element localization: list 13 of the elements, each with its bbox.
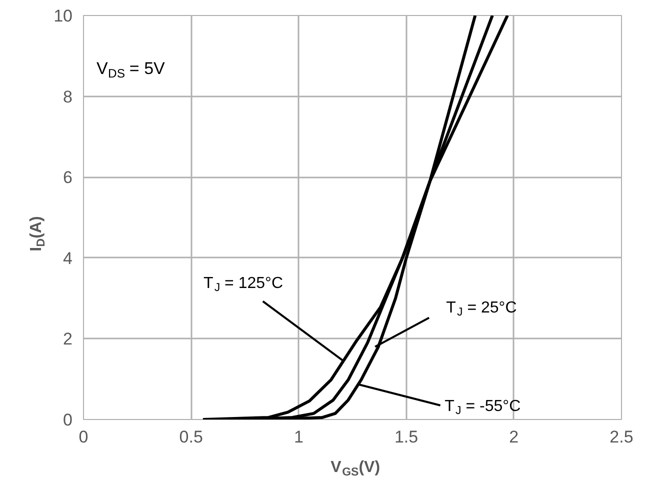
- y-tick-label: 4: [63, 248, 73, 268]
- y-tick-label: 2: [63, 330, 73, 349]
- y-tick-label: 0: [63, 410, 73, 430]
- y-tick-label: 6: [63, 168, 73, 188]
- x-tick-label: 2: [509, 428, 519, 446]
- y-tick-label: 8: [63, 87, 73, 106]
- x-tick-label: 2.5: [610, 428, 634, 446]
- y-tick-label: 10: [54, 6, 73, 26]
- x-tick-label: 0: [78, 428, 88, 446]
- x-tick-label: 0.5: [179, 428, 203, 446]
- x-tick-label: 1.5: [394, 428, 418, 446]
- y-axis-title: ID(A): [28, 216, 48, 252]
- x-tick-label: 1: [294, 428, 304, 446]
